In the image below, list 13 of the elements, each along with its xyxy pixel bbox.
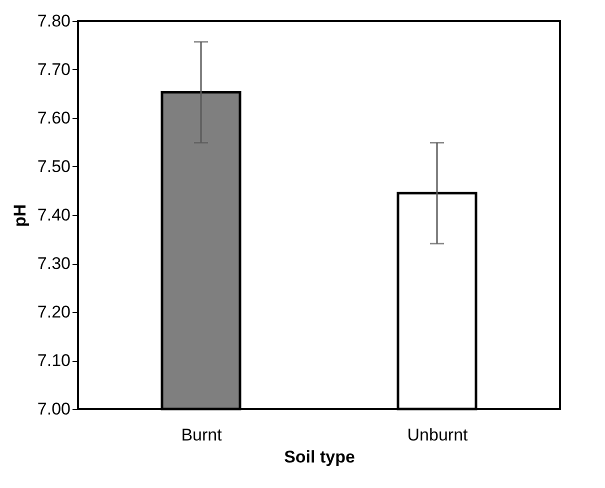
y-tick-label: 7.60 <box>37 108 70 128</box>
y-tick-label: 7.40 <box>37 206 70 224</box>
y-tick-label: 7.10 <box>37 351 70 370</box>
y-axis-title: pH <box>10 204 30 227</box>
y-tick-label: 7.80 <box>37 12 70 30</box>
y-tick-label: 7.70 <box>37 60 70 79</box>
y-tick-label: 7.50 <box>37 157 70 176</box>
y-tick-label: 7.30 <box>37 254 70 273</box>
x-axis-title: Soil type <box>284 448 355 466</box>
x-tick-label: Burnt <box>181 426 222 444</box>
x-tick-label: Unburnt <box>407 426 468 444</box>
y-tick-label: 7.20 <box>37 302 70 322</box>
y-tick-label: 7.00 <box>37 400 70 418</box>
